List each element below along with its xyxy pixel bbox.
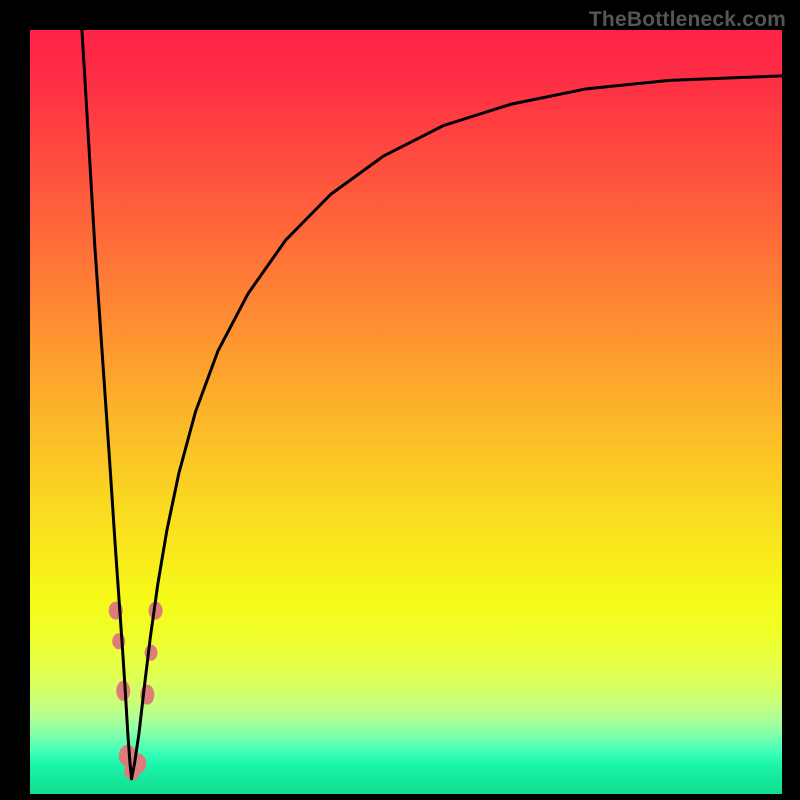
chart-frame: TheBottleneck.com <box>0 0 800 800</box>
bottleneck-curve-svg <box>30 30 782 794</box>
watermark-text: TheBottleneck.com <box>589 8 786 32</box>
plot-area <box>30 30 782 794</box>
